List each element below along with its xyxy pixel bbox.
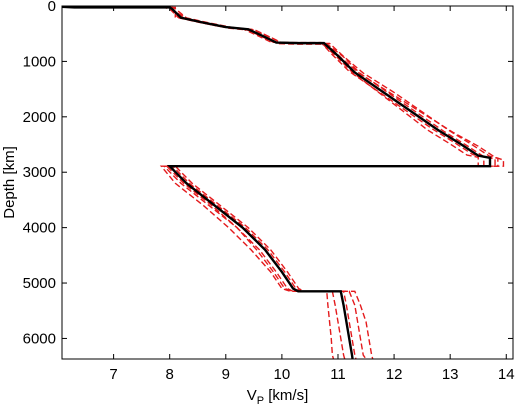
reference-model-line	[61, 5, 492, 360]
y-tick-label: 2000	[23, 109, 56, 126]
y-axis-label: Depth [km]	[1, 146, 18, 219]
ensemble-model-line-2	[62, 6, 485, 360]
y-axis: 0 1000 2000 3000 4000 5000 6000	[23, 0, 513, 347]
x-tick-label: 7	[109, 366, 117, 383]
x-tick-label: 11	[330, 366, 346, 383]
x-axis-label-units: [km/s]	[264, 387, 308, 404]
ensemble-layer	[62, 6, 505, 360]
y-tick-label: 6000	[23, 330, 56, 347]
x-tick-label: 10	[274, 366, 291, 383]
x-axis-label-sub: P	[257, 395, 264, 407]
ensemble-model-line-5	[62, 6, 499, 360]
y-tick-label: 5000	[23, 275, 56, 292]
y-tick-label: 4000	[23, 220, 56, 237]
ensemble-model-line-4	[62, 6, 479, 360]
plot-frame	[61, 5, 514, 360]
x-axis-label-main: V	[247, 387, 257, 404]
x-tick-label: 13	[442, 366, 459, 383]
reference-layer	[61, 5, 492, 360]
ensemble-model-line-3	[62, 6, 505, 360]
x-tick-label: 12	[386, 366, 403, 383]
ensemble-model-line-1	[62, 6, 496, 360]
x-tick-label: 14	[498, 366, 515, 383]
x-tick-label: 9	[222, 366, 230, 383]
y-tick-label: 3000	[23, 164, 56, 181]
y-tick-label: 1000	[23, 53, 56, 70]
x-axis-label: VP [km/s]	[247, 387, 309, 407]
x-axis: 7 8 9 10 11 12 13 14	[109, 6, 515, 383]
y-tick-label: 0	[48, 0, 56, 15]
x-tick-label: 8	[166, 366, 174, 383]
